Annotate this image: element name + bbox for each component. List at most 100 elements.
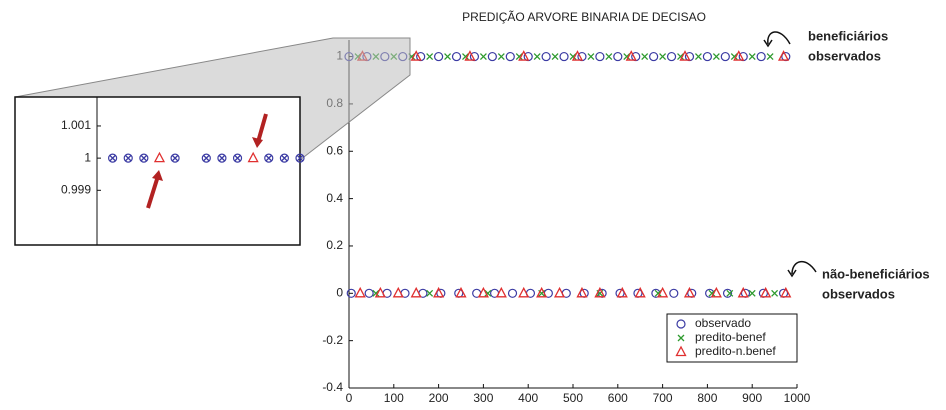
y-tick-label: -0.4 [322,380,343,394]
marker-circle [666,51,677,62]
marker-x [171,154,179,162]
inset-arrow [256,113,268,143]
marker-circle [279,153,289,163]
inset-box [14,96,301,246]
marker-circle [232,153,243,163]
legend-label: predito-benef [695,330,766,344]
marker-circle [649,51,659,62]
marker-triangle [464,50,476,61]
x-tick-label: 1000 [784,391,811,405]
marker-triangle [679,50,691,61]
plot: -0.4-0.200.20.40.60.81010020030040050060… [322,28,929,405]
marker-x [641,53,649,61]
marker-circle [108,153,118,163]
marker-x [462,53,469,61]
legend-box [666,313,798,363]
x-tick-label: 600 [608,391,628,405]
marker-triangle [737,286,749,298]
marker-circle [720,51,730,62]
marker-x [730,53,738,61]
marker-triangle [777,50,790,61]
marker-circle [434,51,444,62]
marker-circle [722,288,733,298]
marker-x [766,53,774,61]
marker-x [587,53,595,61]
marker-x [515,53,523,61]
marker-triangle [710,286,722,298]
marker-x [677,53,684,61]
marker-circle [123,153,133,163]
y-tick-label: 0.4 [326,191,343,205]
annotation-arrow [767,31,791,45]
marker-triangle [354,286,366,298]
marker-triangle [392,286,404,298]
marker-triangle [455,286,467,298]
marker-triangle [433,286,445,298]
marker-circle [201,153,211,163]
marker-triangle [153,151,166,163]
inset-arrow [146,175,160,209]
marker-circle [451,51,462,62]
marker-triangle [477,286,489,298]
marker-triangle [683,286,696,298]
y-tick-label: 1 [84,150,91,164]
marker-triangle [760,286,772,298]
marker-x [426,53,434,61]
marker-x [771,289,779,297]
x-tick-label: 0 [346,391,353,405]
marker-x [533,53,541,61]
marker-x [109,154,117,162]
marker-triangle [518,50,530,61]
y-tick-label: 0.2 [326,238,343,252]
annotation: observados [808,48,881,63]
marker-circle [559,51,569,62]
marker-circle [595,51,605,62]
marker-x [659,53,667,61]
marker-circle [346,288,356,298]
marker-x [569,53,577,61]
x-tick-label: 900 [742,391,762,405]
y-tick-label: -0.2 [322,333,343,347]
x-tick-label: 400 [518,391,538,405]
y-tick-label: 0 [336,285,343,299]
annotation-arrow [791,261,817,275]
marker-circle [217,153,227,163]
marker-triangle [495,286,507,298]
marker-triangle [536,286,548,298]
marker-triangle [594,286,606,298]
marker-x [726,289,734,297]
x-tick-label: 300 [473,391,493,405]
marker-x [497,53,505,61]
marker-x [712,53,720,61]
marker-x [140,154,148,162]
annotation-arrowhead [763,39,773,48]
inset-arrowhead [152,170,163,181]
y-tick-label: 1.001 [61,118,91,132]
marker-x [748,53,756,61]
y-tick-label: 0.6 [326,143,343,157]
marker-x [234,154,241,162]
marker-triangle [616,286,628,298]
marker-circle [613,51,623,62]
marker-circle [487,51,497,62]
marker-triangle [657,286,669,298]
x-tick-label: 700 [653,391,673,405]
marker-x [426,289,434,297]
marker-x [623,53,631,61]
marker-x [605,53,613,61]
marker-x [218,154,226,162]
marker-x [694,53,702,61]
marker-x [708,289,716,297]
annotation: observados [822,286,895,301]
marker-triangle [247,151,259,163]
marker-circle [541,51,551,62]
marker-x [124,154,132,162]
marker-triangle [410,50,422,61]
x-tick-label: 800 [697,391,717,405]
annotation: não-beneficiários [822,266,930,281]
marker-x [484,289,492,297]
x-tick-label: 100 [384,391,404,405]
marker-x [551,53,559,61]
marker-triangle [518,286,530,298]
